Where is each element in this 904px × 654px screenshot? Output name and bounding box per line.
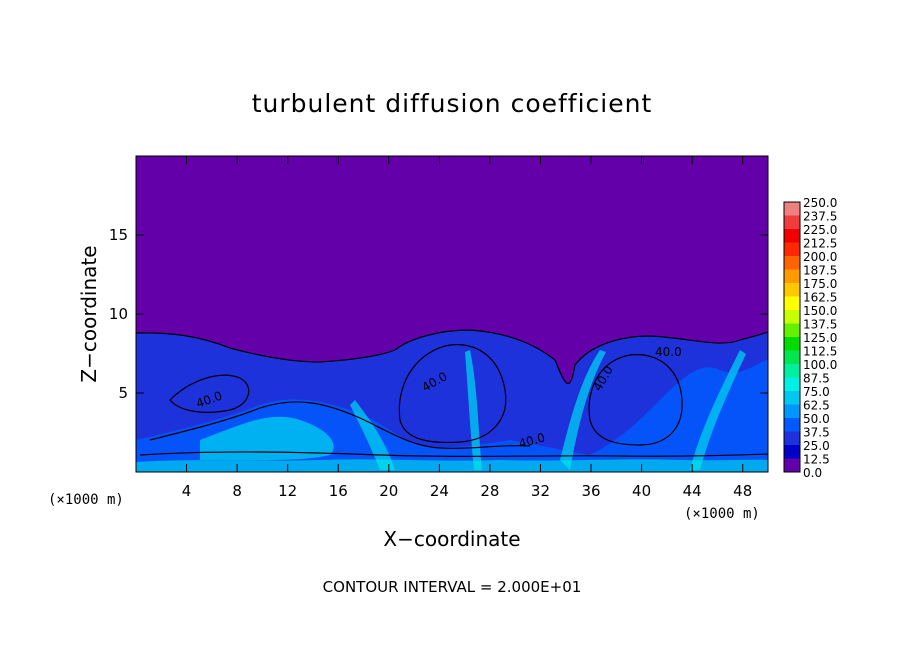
y-axis: 5 10 15: [109, 226, 768, 402]
x-axis-label: X−coordinate: [383, 527, 520, 551]
colorbar-swatch: [784, 431, 800, 445]
colorbar-swatch: [784, 310, 800, 324]
x-tick-label: 4: [182, 482, 192, 500]
contour-label: 40.0: [517, 430, 546, 450]
colorbar-level-label: 0.0: [803, 466, 822, 480]
colorbar-swatch: [784, 445, 800, 459]
colorbar-swatch: [784, 323, 800, 337]
colorbar-swatch: [784, 418, 800, 432]
colorbar-level-label: 100.0: [803, 358, 837, 372]
colorbar-frame: [783, 201, 801, 473]
x-tick-label: 24: [430, 482, 449, 500]
colorbar-swatch: [784, 296, 800, 310]
colorbar-level-label: 162.5: [803, 291, 837, 305]
y-tick-label: 15: [109, 226, 128, 244]
x-tick-label: 48: [733, 482, 752, 500]
x-tick-label: 12: [278, 482, 297, 500]
x-tick-label: 28: [480, 482, 499, 500]
colorbar-swatch: [784, 269, 800, 283]
chart-title: turbulent diffusion coefficient: [252, 89, 653, 118]
colorbar-level-label: 125.0: [803, 331, 837, 345]
colorbar: 250.0237.5225.0212.5200.0187.5175.0162.5…: [783, 196, 837, 480]
colorbar-swatch: [784, 229, 800, 243]
colorbar-swatch: [784, 242, 800, 256]
colorbar-level-label: 137.5: [803, 318, 837, 332]
colorbar-level-label: 225.0: [803, 223, 837, 237]
colorbar-swatch: [784, 458, 800, 472]
x-tick-label: 8: [232, 482, 242, 500]
x-tick-label: 36: [581, 482, 600, 500]
y-axis-label: Z−coordinate: [77, 245, 101, 382]
colorbar-level-label: 150.0: [803, 304, 837, 318]
colorbar-swatch: [784, 364, 800, 378]
colorbar-swatch: [784, 283, 800, 297]
colorbar-level-label: 112.5: [803, 345, 837, 359]
colorbar-swatch: [784, 391, 800, 405]
colorbar-level-label: 212.5: [803, 237, 837, 251]
x-tick-label: 40: [632, 482, 651, 500]
x-axis: 4 8 12 16 20 24 28 32 36 40 44 48: [182, 156, 752, 500]
plot-area: 40.0 40.0 40.0 40.0 40.0: [136, 156, 768, 472]
colorbar-swatch: [784, 377, 800, 391]
y-tick-label: 10: [109, 305, 128, 323]
x-tick-label: 16: [329, 482, 348, 500]
colorbar-swatch: [784, 215, 800, 229]
colorbar-level-label: 25.0: [803, 439, 830, 453]
x-tick-label: 44: [683, 482, 702, 500]
colorbar-level-label: 87.5: [803, 372, 830, 386]
colorbar-level-label: 75.0: [803, 385, 830, 399]
colorbar-level-label: 62.5: [803, 399, 830, 413]
colorbar-level-label: 37.5: [803, 426, 830, 440]
contour-label: 40.0: [655, 345, 682, 359]
bright-streaks: [200, 350, 746, 470]
x-unit-right: (×1000 m): [684, 506, 760, 522]
colorbar-swatch: [784, 202, 800, 216]
colorbar-level-label: 250.0: [803, 196, 837, 210]
contour-interval-note: CONTOUR INTERVAL = 2.000E+01: [323, 578, 582, 596]
colorbar-level-label: 237.5: [803, 210, 837, 224]
x-unit-left: (×1000 m): [48, 492, 124, 508]
colorbar-swatch: [784, 350, 800, 364]
colorbar-level-label: 175.0: [803, 277, 837, 291]
colorbar-swatch: [784, 404, 800, 418]
colorbar-swatch: [784, 337, 800, 351]
colorbar-level-label: 187.5: [803, 264, 837, 278]
colorbar-level-label: 50.0: [803, 412, 830, 426]
x-tick-label: 20: [379, 482, 398, 500]
y-tick-label: 5: [118, 384, 128, 402]
contour-lines: [136, 329, 768, 457]
surface-layer: [136, 459, 768, 472]
x-tick-label: 32: [531, 482, 550, 500]
colorbar-level-label: 12.5: [803, 453, 830, 467]
colorbar-swatch: [784, 256, 800, 270]
colorbar-level-label: 200.0: [803, 250, 837, 264]
